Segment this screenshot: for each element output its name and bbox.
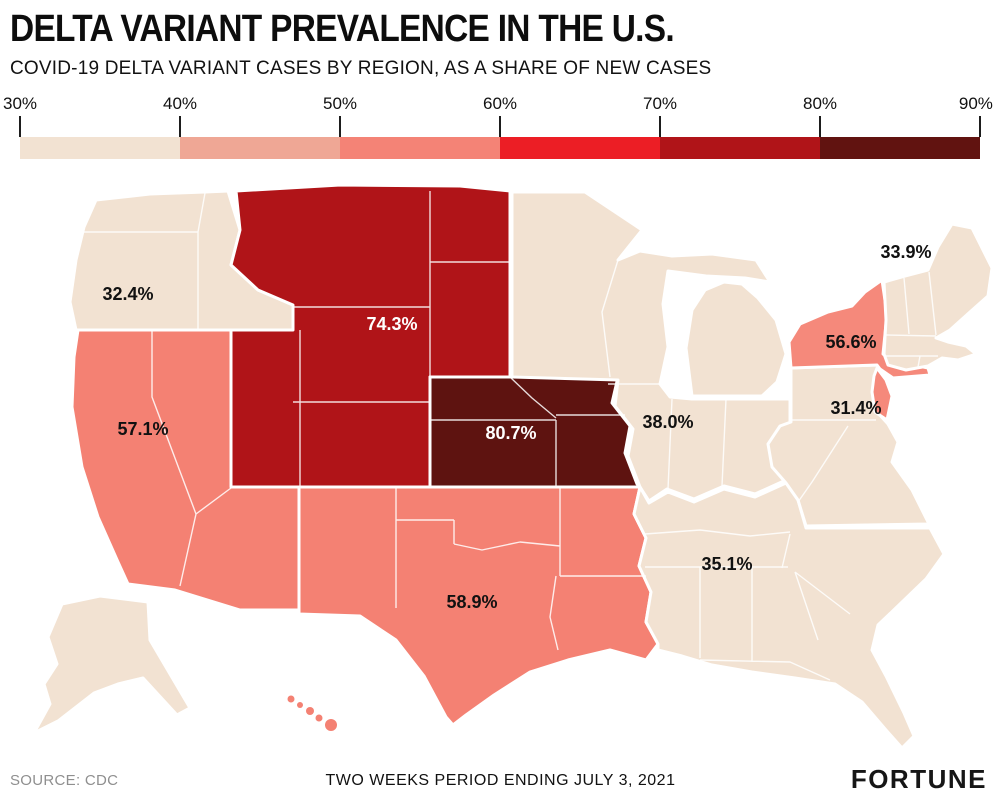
legend-tick-mark (339, 116, 341, 137)
color-scale-legend: 30% 40% 50% 60% 70% 80% 90% (3, 94, 993, 160)
legend-segment-40-50 (180, 137, 340, 159)
state-border-lines (82, 191, 938, 681)
map-value-label: 74.3% (366, 314, 417, 334)
legend-segment-30-40 (20, 137, 180, 159)
legend-segment-70-80 (660, 137, 820, 159)
page-title: DELTA VARIANT PREVALENCE IN THE U.S. (10, 8, 675, 50)
map-value-label: 35.1% (701, 554, 752, 574)
legend-tick-label: 50% (322, 94, 358, 113)
legend-tick-mark (19, 116, 21, 137)
region-west (70, 328, 301, 612)
map-value-label: 38.0% (642, 412, 693, 432)
page-subtitle: COVID-19 DELTA VARIANT CASES BY REGION, … (10, 58, 712, 79)
legend-tick-label: 90% (958, 94, 993, 113)
region-southeast (632, 481, 946, 750)
legend-tick-label: 60% (482, 94, 518, 113)
legend-tick-mark (179, 116, 181, 137)
legend-tick-label: 80% (802, 94, 838, 113)
legend-tick-label: 30% (2, 94, 38, 113)
legend-tick-mark (499, 116, 501, 137)
map-value-label: 58.9% (446, 592, 497, 612)
map-value-label: 80.7% (485, 423, 536, 443)
map-value-label: 57.1% (117, 419, 168, 439)
period-note: TWO WEEKS PERIOD ENDING JULY 3, 2021 (325, 772, 676, 789)
us-choropleth-map: 32.4% 74.3% 57.1% 80.7% 58.9% 38.0% 35.1… (32, 183, 994, 750)
legend-segment-60-70 (500, 137, 660, 159)
legend-tick-mark (659, 116, 661, 137)
legend-tick-label: 40% (162, 94, 198, 113)
legend-tick-label: 70% (642, 94, 678, 113)
region-great-lakes-michigan (684, 280, 788, 398)
legend-tick-mark (979, 116, 981, 137)
region-new-england (882, 222, 994, 372)
fortune-logo: FORTUNE (850, 764, 987, 794)
map-value-label: 31.4% (830, 398, 881, 418)
legend-tick-mark (819, 116, 821, 137)
map-value-label: 56.6% (825, 332, 876, 352)
legend-segment-80-90 (820, 137, 980, 159)
region-nj (870, 366, 894, 422)
region-great-lakes (510, 190, 792, 503)
map-value-label: 33.9% (880, 242, 931, 262)
region-alaska (32, 594, 192, 735)
legend-segment-50-60 (340, 137, 500, 159)
map-value-label: 32.4% (102, 284, 153, 304)
legend-color-bar (20, 137, 980, 159)
region-hawaii (287, 695, 337, 731)
source-credit: SOURCE: CDC (10, 772, 119, 789)
